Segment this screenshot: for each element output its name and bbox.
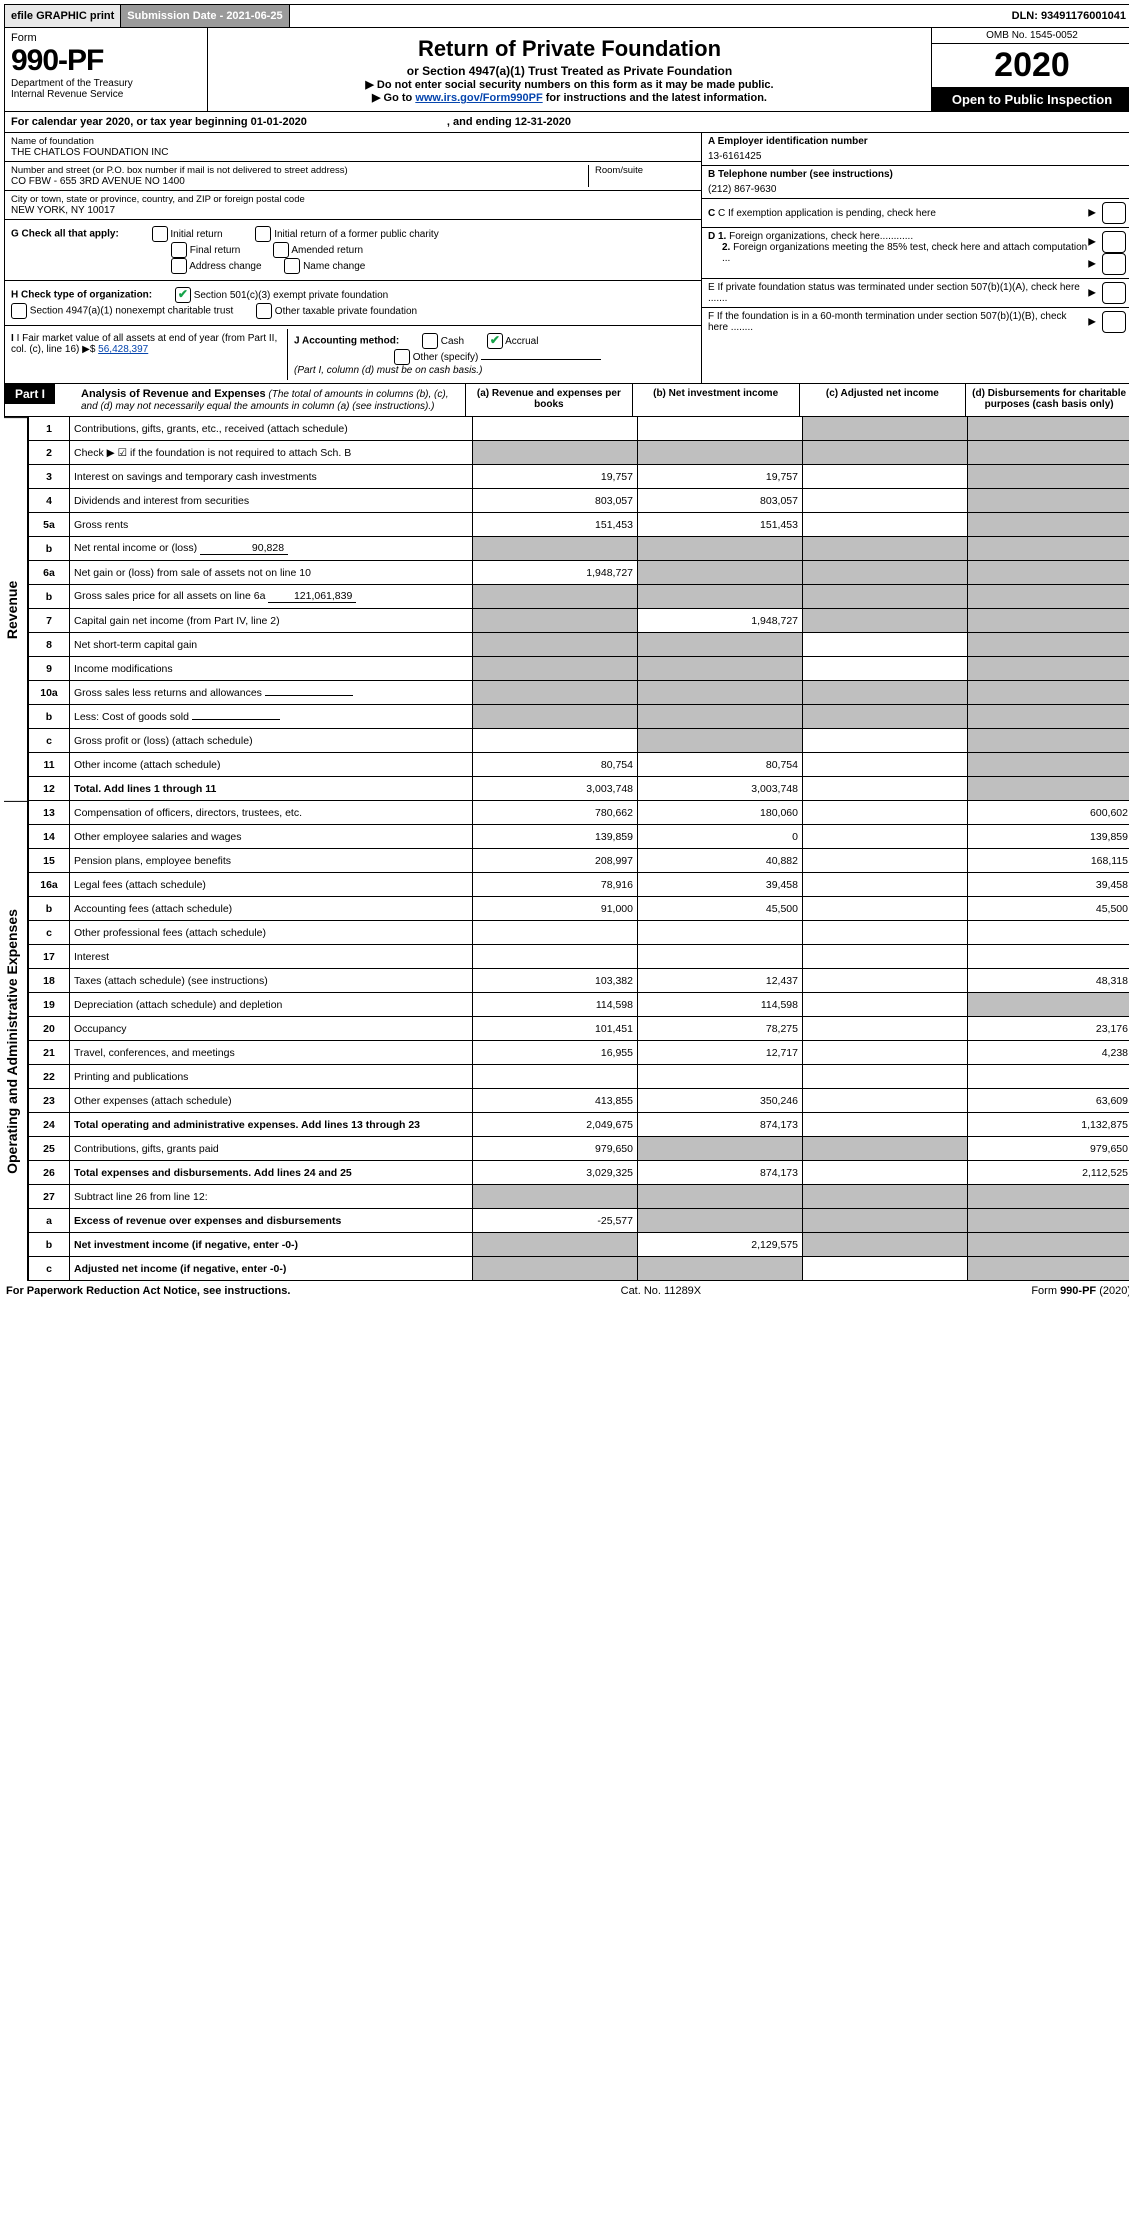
form-title: Return of Private Foundation: [218, 36, 921, 62]
grid-row: b Net rental income or (loss) 90,828: [29, 537, 1129, 561]
top-bar: efile GRAPHIC print Submission Date - 20…: [4, 4, 1129, 28]
grid-row: 19 Depreciation (attach schedule) and de…: [29, 993, 1129, 1017]
grid-row: 5a Gross rents 151,453 151,453: [29, 513, 1129, 537]
grid-row: 7 Capital gain net income (from Part IV,…: [29, 609, 1129, 633]
address-cell: Number and street (or P.O. box number if…: [5, 162, 701, 191]
form-header: Form 990-PF Department of the Treasury I…: [4, 28, 1129, 112]
dept-line-2: Internal Revenue Service: [11, 89, 201, 100]
section-g: G Check all that apply: Initial return I…: [5, 220, 701, 281]
grid-row: c Other professional fees (attach schedu…: [29, 921, 1129, 945]
dept-line-1: Department of the Treasury: [11, 78, 201, 89]
grid-row: 27 Subtract line 26 from line 12:: [29, 1185, 1129, 1209]
grid-row: 9 Income modifications: [29, 657, 1129, 681]
dln: DLN: 93491176001041: [1006, 5, 1129, 27]
grid-row: 25 Contributions, gifts, grants paid 979…: [29, 1137, 1129, 1161]
grid-row: 13 Compensation of officers, directors, …: [29, 801, 1129, 825]
submission-date: Submission Date - 2021-06-25: [121, 5, 289, 27]
tax-year: 2020: [932, 44, 1129, 88]
section-ij: I I Fair market value of all assets at e…: [5, 326, 701, 383]
grid-row: 26 Total expenses and disbursements. Add…: [29, 1161, 1129, 1185]
section-c: C C If exemption application is pending,…: [702, 199, 1129, 228]
header-mid: Return of Private Foundation or Section …: [208, 28, 931, 111]
grid-row: 14 Other employee salaries and wages 139…: [29, 825, 1129, 849]
grid-row: 1 Contributions, gifts, grants, etc., re…: [29, 417, 1129, 441]
note-1: ▶ Do not enter social security numbers o…: [218, 78, 921, 91]
foundation-name-cell: Name of foundation THE CHATLOS FOUNDATIO…: [5, 133, 701, 162]
grid-row: 18 Taxes (attach schedule) (see instruct…: [29, 969, 1129, 993]
grid-row: 10a Gross sales less returns and allowan…: [29, 681, 1129, 705]
section-d: D 1. Foreign organizations, check here..…: [702, 228, 1129, 279]
grid-row: 24 Total operating and administrative ex…: [29, 1113, 1129, 1137]
part1-header: Part I Analysis of Revenue and Expenses …: [4, 384, 1129, 417]
grid-row: 22 Printing and publications: [29, 1065, 1129, 1089]
grid-row: b Accounting fees (attach schedule) 91,0…: [29, 897, 1129, 921]
ident-block: Name of foundation THE CHATLOS FOUNDATIO…: [4, 133, 1129, 384]
col-b-header: (b) Net investment income: [632, 384, 799, 416]
grid-row: 16a Legal fees (attach schedule) 78,916 …: [29, 873, 1129, 897]
revenue-side-label: Revenue: [4, 417, 28, 801]
calendar-row: For calendar year 2020, or tax year begi…: [4, 112, 1129, 133]
page-footer: For Paperwork Reduction Act Notice, see …: [4, 1281, 1129, 1301]
header-right: OMB No. 1545-0052 2020 Open to Public In…: [931, 28, 1129, 111]
grid-row: a Excess of revenue over expenses and di…: [29, 1209, 1129, 1233]
form-word: Form: [11, 32, 201, 44]
col-d-header: (d) Disbursements for charitable purpose…: [965, 384, 1129, 416]
col-a-header: (a) Revenue and expenses per books: [465, 384, 632, 416]
form-number: 990-PF: [11, 44, 201, 78]
note-2: ▶ Go to www.irs.gov/Form990PF for instru…: [218, 91, 921, 104]
grid-row: 6a Net gain or (loss) from sale of asset…: [29, 561, 1129, 585]
main-grid: Revenue Operating and Administrative Exp…: [4, 417, 1129, 1281]
form-subtitle: or Section 4947(a)(1) Trust Treated as P…: [218, 64, 921, 78]
grid-row: 20 Occupancy 101,451 78,275 23,176: [29, 1017, 1129, 1041]
irs-link[interactable]: www.irs.gov/Form990PF: [415, 92, 542, 104]
city-cell: City or town, state or province, country…: [5, 191, 701, 220]
grid-table: 1 Contributions, gifts, grants, etc., re…: [28, 417, 1129, 1281]
section-e: E If private foundation status was termi…: [702, 279, 1129, 308]
section-h: H Check type of organization: ✔ Section …: [5, 281, 701, 326]
grid-row: 3 Interest on savings and temporary cash…: [29, 465, 1129, 489]
grid-row: c Gross profit or (loss) (attach schedul…: [29, 729, 1129, 753]
open-inspection: Open to Public Inspection: [932, 88, 1129, 111]
phone-cell: B Telephone number (see instructions) (2…: [702, 166, 1129, 199]
grid-row: b Less: Cost of goods sold: [29, 705, 1129, 729]
grid-row: 12 Total. Add lines 1 through 11 3,003,7…: [29, 777, 1129, 801]
efile-button[interactable]: efile GRAPHIC print: [5, 5, 121, 27]
grid-row: 4 Dividends and interest from securities…: [29, 489, 1129, 513]
grid-row: 11 Other income (attach schedule) 80,754…: [29, 753, 1129, 777]
header-left: Form 990-PF Department of the Treasury I…: [5, 28, 208, 111]
omb-number: OMB No. 1545-0052: [932, 28, 1129, 44]
grid-row: 8 Net short-term capital gain: [29, 633, 1129, 657]
section-f: F If the foundation is in a 60-month ter…: [702, 308, 1129, 336]
grid-row: b Gross sales price for all assets on li…: [29, 585, 1129, 609]
grid-row: 21 Travel, conferences, and meetings 16,…: [29, 1041, 1129, 1065]
grid-row: 2 Check ▶ ☑ if the foundation is not req…: [29, 441, 1129, 465]
grid-row: b Net investment income (if negative, en…: [29, 1233, 1129, 1257]
grid-row: c Adjusted net income (if negative, ente…: [29, 1257, 1129, 1281]
ein-cell: A Employer identification number 13-6161…: [702, 133, 1129, 166]
grid-row: 17 Interest: [29, 945, 1129, 969]
grid-row: 23 Other expenses (attach schedule) 413,…: [29, 1089, 1129, 1113]
grid-row: 15 Pension plans, employee benefits 208,…: [29, 849, 1129, 873]
expenses-side-label: Operating and Administrative Expenses: [4, 801, 28, 1281]
col-c-header: (c) Adjusted net income: [799, 384, 966, 416]
